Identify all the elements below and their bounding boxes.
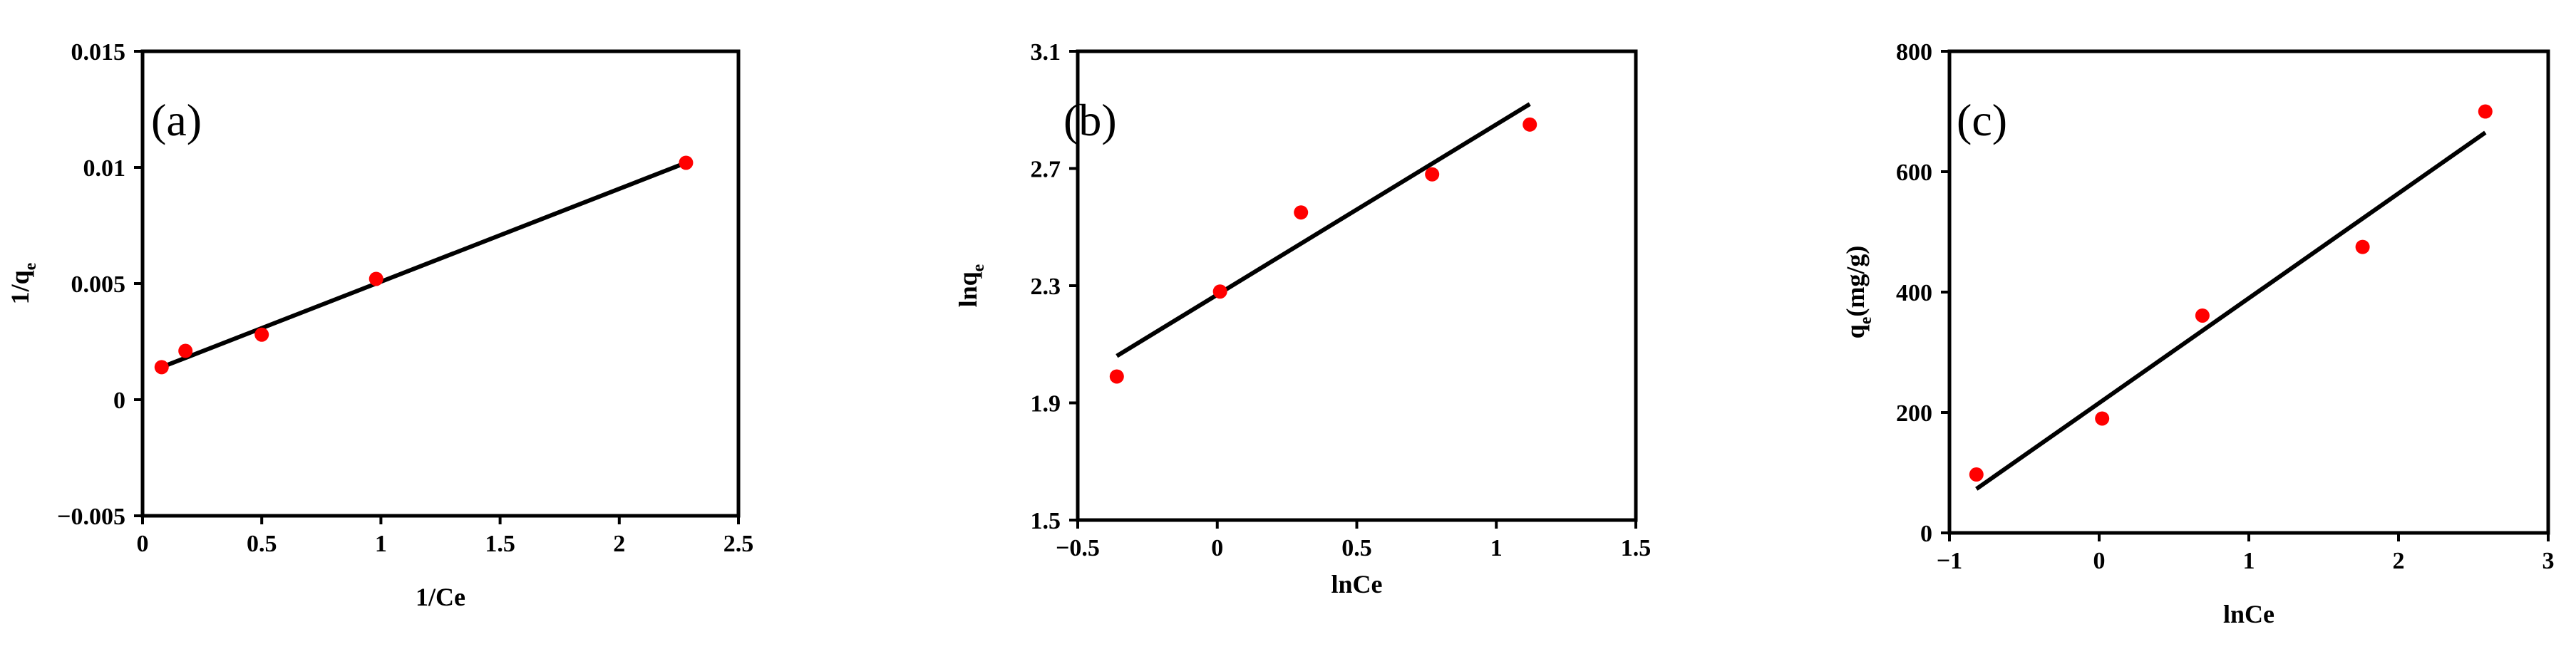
y-tick-label: −0.005 — [57, 504, 125, 530]
x-tick-label: 1.5 — [485, 531, 515, 557]
y-tick-label: 1.5 — [1031, 508, 1061, 534]
x-axis-title: lnCe — [2223, 600, 2274, 628]
y-axis-title-main: 1/q — [6, 270, 34, 304]
y-tick-label: 200 — [1896, 400, 1932, 427]
x-tick-label: 2 — [613, 531, 625, 557]
y-axis-title-sub: e — [969, 264, 988, 271]
x-tick-label: −0.5 — [1056, 535, 1100, 561]
y-axis-title-main: lnq — [954, 271, 982, 307]
y-axis-title-sub: e — [21, 262, 40, 270]
fit-line — [160, 160, 687, 370]
y-tick-label: 0.01 — [83, 155, 126, 182]
plot-frame — [140, 49, 741, 518]
data-point — [1109, 369, 1124, 384]
data-point — [178, 343, 193, 358]
y-tick-label: 0 — [113, 388, 125, 414]
x-axis-title: 1/Ce — [416, 583, 465, 611]
y-tick-label: 3.1 — [1031, 39, 1061, 66]
panel-a: 0 0.5 1 1.5 2 2.5 −0.005 0 0.005 0.01 0.015 1/Ce 1/q… — [6, 39, 753, 611]
x-tick-label: 1 — [2243, 548, 2255, 574]
y-axis-title: qe(mg/g) — [1841, 246, 1875, 339]
data-point — [1425, 167, 1440, 182]
plot-frame — [1947, 49, 2550, 535]
data-point — [1969, 467, 1984, 482]
x-tick-label: 2.5 — [723, 531, 754, 557]
data-point — [2478, 104, 2493, 119]
data-point — [154, 360, 169, 375]
y-tick-label: 800 — [1896, 39, 1932, 66]
x-tick-label: 1.5 — [1621, 535, 1652, 561]
panel-label: (b) — [1063, 95, 1117, 145]
x-tick-label: 0 — [2093, 548, 2106, 574]
panel-label: (c) — [1957, 95, 2007, 145]
data-point — [1294, 205, 1309, 220]
y-axis-title: lnqe — [954, 264, 988, 307]
y-axis-title-sub: e — [1857, 316, 1875, 324]
fit-line — [1975, 130, 2487, 491]
x-tick-label: 0 — [1211, 535, 1223, 561]
panel-label: (a) — [151, 95, 202, 145]
data-point — [2095, 411, 2110, 426]
y-axis-title-suffix: (mg/g) — [1841, 246, 1870, 317]
x-tick-label: 3 — [2542, 548, 2555, 574]
y-tick-label: 2.7 — [1031, 157, 1061, 183]
x-tick-label: 1 — [375, 531, 387, 557]
y-tick-label: 0.005 — [71, 271, 126, 298]
y-tick-label: 1.9 — [1031, 391, 1061, 417]
fit-line — [1116, 102, 1531, 358]
y-tick-label: 0.015 — [71, 39, 126, 66]
data-point — [369, 271, 383, 286]
data-point — [679, 155, 694, 170]
data-point — [1212, 284, 1227, 299]
y-tick-label: 400 — [1896, 280, 1932, 306]
y-axis-title-main: q — [1841, 324, 1870, 338]
data-point — [254, 327, 269, 342]
y-tick-label: 0 — [1920, 521, 1932, 547]
x-tick-label: −1 — [1937, 548, 1962, 574]
data-point — [2195, 308, 2210, 323]
x-tick-label: 0.5 — [247, 531, 277, 557]
y-tick-label: 2.3 — [1031, 274, 1061, 300]
x-tick-label: 0.5 — [1341, 535, 1372, 561]
data-point — [2355, 239, 2370, 254]
panel-b: −0.5 0 0.5 1 1.5 1.5 1.9 2.3 2.7 3.1 lnCe lnqe (b) — [954, 39, 1651, 598]
data-point — [1523, 117, 1537, 132]
x-tick-label: 0 — [137, 531, 149, 557]
y-axis-title: 1/qe — [6, 262, 40, 304]
x-tick-label: 1 — [1490, 535, 1503, 561]
x-tick-label: 2 — [2393, 548, 2405, 574]
plot-frame — [1076, 49, 1638, 522]
x-axis-title: lnCe — [1331, 570, 1383, 598]
y-tick-label: 600 — [1896, 160, 1932, 186]
